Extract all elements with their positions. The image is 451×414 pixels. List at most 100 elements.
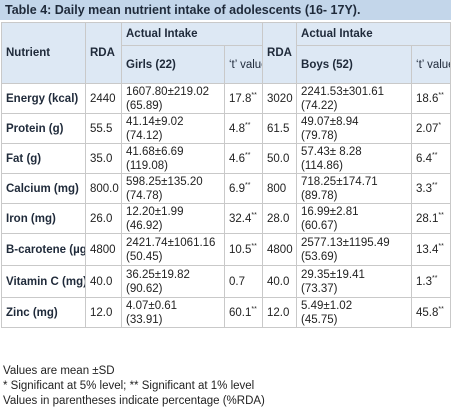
nutrient-cell: Protein (g)	[1, 113, 86, 144]
boys-t-value: 3.3	[416, 182, 433, 195]
girls-t-value: 60.1	[229, 306, 252, 319]
table-row: Vitamin C (mg) 40.0 36.25±19.82 (90.62) 0.7 4…	[1, 265, 451, 298]
girls-mean-sd: 41.68±6.69	[126, 145, 184, 158]
table-row: Calcium (mg) 800.0 598.25±135.20 (74.78) 6.9…	[1, 173, 451, 204]
boys-significance: **	[438, 305, 444, 313]
header-actual-intake-girls: Actual Intake	[120, 22, 264, 46]
nutrient-cell: Zinc (mg)	[1, 297, 86, 328]
girls-mean-sd: 36.25±19.82	[126, 268, 190, 281]
boys-significance: **	[438, 211, 444, 219]
boys-t-value: 6.4	[416, 152, 433, 165]
boys-intake-cell: 2577.13±1195.49 (53.69)	[296, 233, 413, 266]
boys-t-value: 2.07	[416, 122, 439, 135]
girls-intake-cell: 2421.74±1061.16 (50.45)	[121, 233, 225, 266]
girls-t-value: 4.8	[229, 122, 245, 135]
boys-intake-cell: 49.07±8.94 (79.78)	[296, 113, 413, 144]
nutrient-cell: Energy (kcal)	[1, 83, 86, 114]
rda-boys-cell: 50.0	[262, 143, 298, 174]
girls-percent-rda: (74.78)	[126, 189, 163, 202]
girls-mean-sd: 41.14±9.02	[126, 115, 184, 128]
girls-percent-rda: (119.08)	[126, 159, 168, 172]
girls-mean-sd: 2421.74±1061.16	[126, 236, 216, 249]
rda-boys-cell: 3020	[262, 83, 298, 114]
girls-t-value: 4.6	[229, 152, 245, 165]
girls-t-value-cell: 10.5**	[223, 233, 264, 266]
nutrient-cell: B-carotene (µg)	[1, 233, 86, 266]
girls-significance: **	[251, 305, 257, 313]
girls-t-value: 0.7	[229, 275, 245, 288]
girls-t-value: 6.9	[229, 182, 245, 195]
rda-boys-cell: 61.5	[262, 113, 298, 144]
boys-significance: **	[432, 274, 438, 282]
header-girls: Girls (22)	[121, 45, 225, 84]
girls-significance: **	[251, 211, 257, 219]
rda-girls-cell: 40.0	[85, 265, 122, 298]
header-rda-boys: RDA	[262, 22, 298, 84]
girls-mean-sd: 1607.80±219.02	[126, 85, 210, 98]
boys-percent-rda: (74.22)	[301, 99, 338, 112]
nutrient-cell: Iron (mg)	[1, 203, 86, 234]
girls-intake-cell: 41.14±9.02 (74.12)	[121, 113, 225, 144]
girls-percent-rda: (90.62)	[126, 282, 163, 295]
boys-mean-sd: 57.43± 8.28	[301, 145, 362, 158]
girls-significance: **	[245, 121, 251, 129]
header-actual-intake-boys: Actual Intake	[296, 22, 451, 46]
nutrient-cell: Calcium (mg)	[1, 173, 86, 204]
table-row: Iron (mg) 26.0 12.20±1.99 (46.92) 32.4** 28.0…	[1, 203, 451, 234]
boys-intake-cell: 16.99±2.81 (60.67)	[296, 203, 413, 234]
table-notes: Values are mean ±SD * Significant at 5% …	[3, 364, 265, 409]
girls-percent-rda: (33.91)	[126, 313, 163, 326]
girls-intake-cell: 598.25±135.20 (74.78)	[121, 173, 225, 204]
boys-mean-sd: 29.35±19.41	[301, 268, 365, 281]
boys-percent-rda: (53.69)	[301, 250, 338, 263]
girls-t-value: 10.5	[229, 243, 252, 256]
boys-t-value: 18.6	[416, 92, 439, 105]
boys-intake-cell: 2241.53±301.61 (74.22)	[296, 83, 413, 114]
nutrient-cell: Fat (g)	[1, 143, 86, 174]
girls-percent-rda: (65.89)	[126, 99, 163, 112]
table-row: Energy (kcal) 2440 1607.80±219.02 (65.89) 17…	[1, 83, 451, 114]
girls-t-value-cell: 4.8**	[223, 113, 264, 144]
table-row: B-carotene (µg) 4800 2421.74±1061.16 (50.45…	[1, 233, 451, 266]
boys-percent-rda: (45.75)	[301, 313, 338, 326]
girls-significance: **	[245, 181, 251, 189]
boys-mean-sd: 2241.53±301.61	[301, 85, 385, 98]
boys-mean-sd: 49.07±8.94	[301, 115, 359, 128]
girls-t-value-cell: 0.7	[223, 265, 264, 298]
girls-t-value: 17.8	[229, 92, 252, 105]
boys-mean-sd: 16.99±2.81	[301, 205, 359, 218]
girls-intake-cell: 41.68±6.69 (119.08)	[121, 143, 225, 174]
girls-intake-cell: 36.25±19.82 (90.62)	[121, 265, 225, 298]
girls-percent-rda: (46.92)	[126, 219, 163, 232]
girls-t-value-cell: 17.8**	[223, 83, 264, 114]
boys-mean-sd: 718.25±174.71	[301, 175, 378, 188]
boys-intake-cell: 57.43± 8.28 (114.86)	[296, 143, 413, 174]
rda-girls-cell: 35.0	[85, 143, 122, 174]
boys-significance: **	[432, 151, 438, 159]
header-t-value-girls: ‘t’ value	[223, 45, 264, 84]
rda-girls-cell: 2440	[85, 83, 122, 114]
boys-t-value: 45.8	[416, 306, 439, 319]
boys-t-value-cell: 1.3**	[411, 265, 451, 298]
boys-mean-sd: 5.49±1.02	[301, 299, 353, 312]
boys-percent-rda: (114.86)	[301, 159, 343, 172]
header-row-1: Nutrient RDA Actual Intake RDA Actual In…	[1, 22, 451, 84]
girls-significance: **	[251, 91, 257, 99]
girls-mean-sd: 598.25±135.20	[126, 175, 203, 188]
boys-percent-rda: (60.67)	[301, 219, 338, 232]
boys-t-value: 1.3	[416, 275, 433, 288]
girls-intake-cell: 12.20±1.99 (46.92)	[121, 203, 225, 234]
table-row: Protein (g) 55.5 41.14±9.02 (74.12) 4.8** 61.…	[1, 113, 451, 144]
girls-intake-cell: 4.07±0.61 (33.91)	[121, 297, 225, 328]
girls-t-value-cell: 60.1**	[223, 297, 264, 328]
girls-mean-sd: 4.07±0.61	[126, 299, 178, 312]
boys-t-value-cell: 45.8**	[411, 297, 451, 328]
nutrient-cell: Vitamin C (mg)	[1, 265, 86, 298]
header-row-2: Girls (22) ‘t’ value Boys (52) ‘t’ value	[2, 45, 451, 84]
note-significance: * Significant at 5% level; ** Significan…	[3, 380, 255, 392]
girls-t-value-cell: 4.6**	[223, 143, 264, 174]
rda-boys-cell: 4800	[262, 233, 298, 266]
boys-t-value: 13.4	[416, 243, 439, 256]
table-caption: Table 4: Daily mean nutrient intake of a…	[0, 0, 451, 20]
rda-girls-cell: 26.0	[85, 203, 122, 234]
